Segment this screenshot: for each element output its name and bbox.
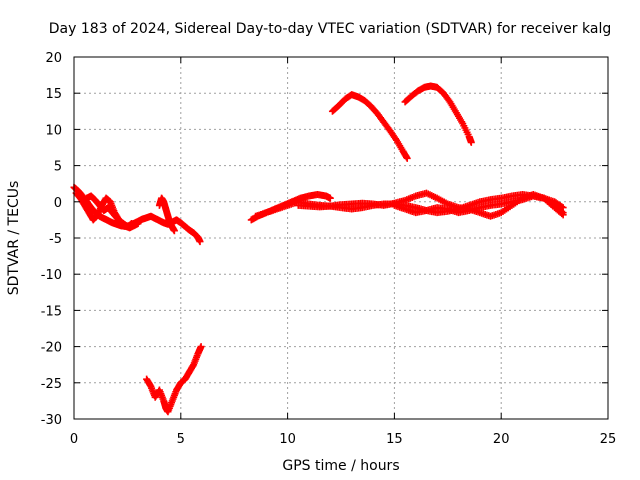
x-tick-label: 25: [600, 432, 617, 447]
grid-lines: [74, 57, 608, 419]
series-arc-drop: [143, 343, 205, 416]
series-arc-mid-3: [294, 189, 567, 220]
x-tick-labels: 0 5 10 15 20 25: [70, 432, 616, 447]
data-point: [403, 154, 411, 162]
y-tick-label: 10: [45, 123, 62, 138]
y-tick-label: -20: [41, 341, 62, 356]
x-tick-label: 0: [70, 432, 78, 447]
data-point-interp: [558, 207, 566, 215]
x-tick-label: 20: [493, 432, 510, 447]
series-arc-early-3: [83, 192, 142, 232]
y-tick-label: -30: [41, 413, 62, 428]
data-point: [197, 343, 205, 351]
data-point: [196, 238, 204, 246]
data-points: [70, 82, 567, 416]
y-tick-label: 15: [45, 87, 62, 102]
y-tick-label: -5: [49, 232, 62, 247]
series-arc-high-1: [328, 91, 411, 162]
y-tick-label: 0: [54, 196, 62, 211]
series-arc-mid-4: [390, 192, 567, 217]
series-arc-high-2: [401, 82, 475, 146]
tick-marks: [73, 56, 609, 420]
chart-title: Day 183 of 2024, Sidereal Day-to-day VTE…: [49, 21, 611, 37]
y-tick-labels: -30 -25 -20 -15 -10 -5 0 5 10 15 20: [41, 51, 62, 428]
data-point: [170, 227, 178, 235]
y-tick-label: -15: [41, 304, 62, 319]
series-arc-early-4: [155, 194, 178, 235]
data-point: [326, 194, 334, 202]
y-axis-label: SDTVAR / TECUs: [6, 181, 22, 296]
x-tick-label: 15: [386, 432, 403, 447]
data-point: [134, 220, 142, 228]
x-tick-label: 10: [279, 432, 296, 447]
y-tick-label: 5: [54, 160, 62, 175]
data-point: [559, 209, 567, 217]
y-tick-label: -10: [41, 268, 62, 283]
y-tick-label: 20: [45, 51, 62, 66]
y-tick-label: -25: [41, 377, 62, 392]
x-axis-label: GPS time / hours: [282, 458, 399, 474]
data-point: [467, 138, 475, 146]
x-tick-label: 5: [177, 432, 185, 447]
